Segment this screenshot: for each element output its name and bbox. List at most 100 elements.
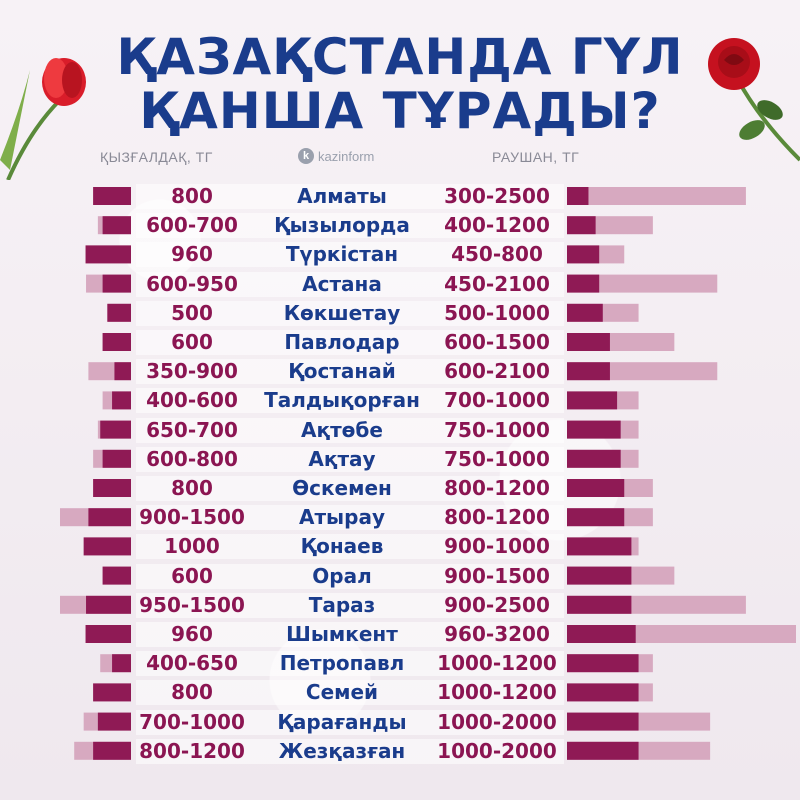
rose-min-bar	[567, 362, 610, 381]
city-label: Ақтөбе	[301, 417, 383, 442]
city-label: Шымкент	[286, 622, 398, 646]
row-band	[136, 271, 564, 297]
tulip-price-label: 800	[171, 184, 213, 208]
tulip-min-bar	[97, 712, 131, 731]
rose-price-label: 300-2500	[444, 184, 550, 208]
row-band	[136, 622, 564, 647]
tulip-min-bar	[102, 333, 131, 351]
rose-price-label: 400-1200	[444, 213, 550, 238]
tulip-min-bar	[102, 274, 131, 293]
row-band	[136, 213, 564, 239]
city-label: Орал	[312, 563, 372, 588]
row-band	[136, 476, 564, 501]
rose-min-bar	[567, 508, 625, 527]
city-label: Түркістан	[285, 242, 399, 267]
rose-price-label: 450-800	[451, 242, 543, 267]
rose-min-bar	[567, 420, 621, 439]
kazinform-logo-icon: k	[298, 148, 314, 164]
city-label: Қызылорда	[274, 213, 410, 238]
city-label: Павлодар	[284, 330, 400, 354]
rose-max-bar	[567, 187, 746, 205]
rose-price-label: 700-1000	[444, 388, 550, 413]
rose-min-bar	[567, 625, 636, 643]
rose-min-bar	[567, 187, 589, 205]
city-label: Атырау	[298, 505, 385, 530]
rose-illustration	[708, 38, 800, 162]
tulip-price-label: 600	[171, 330, 213, 354]
tulip-price-label: 700-1000	[139, 709, 245, 734]
row-band	[136, 417, 564, 443]
tulip-price-header: ҚЫЗҒАЛДАҚ, ТГ	[100, 149, 213, 165]
rose-price-label: 1000-1200	[437, 651, 557, 676]
city-label: Семей	[305, 680, 379, 705]
tulip-min-bar	[102, 216, 131, 235]
tulip-price-label: 600	[171, 563, 213, 588]
rose-min-bar	[567, 566, 632, 585]
tulip-min-bar	[85, 625, 131, 643]
city-label: Көкшетау	[283, 300, 401, 325]
tulip-min-bar	[83, 537, 131, 556]
row-band	[136, 563, 564, 589]
tulip-min-bar	[114, 362, 131, 381]
city-label: Тараз	[308, 592, 376, 617]
tulip-price-label: 600-950	[146, 271, 238, 296]
rose-min-bar	[567, 683, 639, 702]
tulip-price-label: 960	[171, 622, 213, 646]
row-band	[136, 680, 564, 706]
tulip-min-bar	[93, 741, 131, 760]
tulip-min-bar	[102, 566, 131, 585]
rose-min-bar	[567, 595, 632, 614]
rose-min-bar	[567, 537, 632, 556]
rose-min-bar	[567, 449, 621, 468]
row-band	[136, 359, 564, 385]
rose-price-label: 600-2100	[444, 359, 550, 384]
row-band	[136, 330, 564, 355]
row-band	[136, 242, 564, 268]
city-label: Петропавл	[279, 651, 405, 676]
tulip-price-label: 400-650	[146, 651, 238, 676]
row-band	[136, 388, 564, 414]
rose-min-bar	[567, 274, 600, 293]
rose-min-bar	[567, 654, 639, 673]
kazinform-logo: k kazinform	[298, 148, 374, 164]
rose-price-label: 750-1000	[444, 446, 550, 471]
tulip-price-label: 960	[171, 242, 213, 267]
tulip-price-label: 650-700	[146, 417, 238, 442]
rose-min-bar	[567, 712, 639, 731]
tulip-min-bar	[86, 595, 131, 614]
tulip-price-label: 900-1500	[139, 505, 245, 530]
rose-price-header: РАУШАН, ТГ	[492, 149, 580, 165]
row-band	[136, 446, 564, 472]
page-title-line-1: ҚАЗАҚСТАНДА ГҮЛ	[116, 28, 684, 86]
tulip-min-bar	[93, 479, 131, 497]
city-label: Қонаев	[300, 534, 384, 559]
city-label: Өскемен	[292, 476, 392, 500]
row-band	[136, 738, 564, 764]
kazinform-logo-text: kazinform	[318, 148, 375, 164]
tulip-min-bar	[112, 391, 131, 410]
tulip-illustration	[0, 58, 86, 180]
rose-price-label: 800-1200	[444, 476, 550, 500]
row-band	[136, 534, 564, 560]
tulip-price-label: 800-1200	[139, 738, 245, 763]
row-band	[136, 505, 564, 531]
city-label: Қарағанды	[277, 709, 407, 734]
rose-max-bar	[567, 274, 718, 293]
city-label: Алматы	[297, 184, 387, 208]
rose-price-label: 800-1200	[444, 505, 550, 530]
tulip-price-label: 600-700	[146, 213, 238, 238]
tulip-price-label: 950-1500	[139, 592, 245, 617]
row-band	[136, 592, 564, 618]
rose-price-label: 600-1500	[444, 330, 550, 354]
tulip-price-label: 600-800	[146, 446, 238, 471]
rose-min-bar	[567, 741, 639, 760]
tulip-price-label: 1000	[164, 534, 220, 559]
tulip-min-bar	[93, 187, 131, 205]
rose-price-label: 900-1000	[444, 534, 550, 559]
tulip-min-bar	[100, 420, 131, 439]
tulip-min-bar	[93, 683, 131, 702]
city-label: Ақтау	[308, 446, 376, 471]
rose-price-label: 900-2500	[444, 592, 550, 617]
rose-price-label: 750-1000	[444, 417, 550, 442]
